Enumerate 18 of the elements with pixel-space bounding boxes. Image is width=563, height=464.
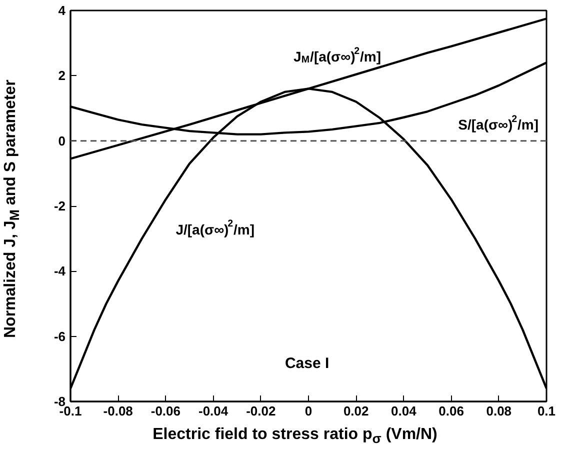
y-tick-label: -6: [54, 328, 66, 344]
y-tick-label: 0: [58, 133, 66, 148]
y-tick-label: 4: [58, 3, 66, 18]
x-tick-label: -0.06: [150, 404, 181, 418]
x-tick-label: 0.04: [391, 404, 418, 418]
x-tick-label: 0.08: [486, 404, 512, 418]
x-tick-label: 0: [304, 404, 312, 418]
x-tick-label: -0.08: [103, 404, 133, 418]
x-axis-title: Electric field to stress ratio p$_{σ}$ (Vm/N): [152, 425, 438, 448]
y-tick-label: 2: [58, 68, 66, 84]
x-tick-label: -0.04: [198, 404, 229, 418]
y-tick-label: -4: [54, 264, 66, 279]
x-tick-label: -0.02: [246, 404, 276, 418]
x-tick-label: 0.1: [537, 404, 556, 418]
y-tick-label: -2: [54, 198, 66, 214]
x-tick-label: 0.06: [438, 404, 464, 418]
x-tick-label: 0.02: [343, 404, 369, 418]
annotation: Case I: [284, 355, 330, 372]
